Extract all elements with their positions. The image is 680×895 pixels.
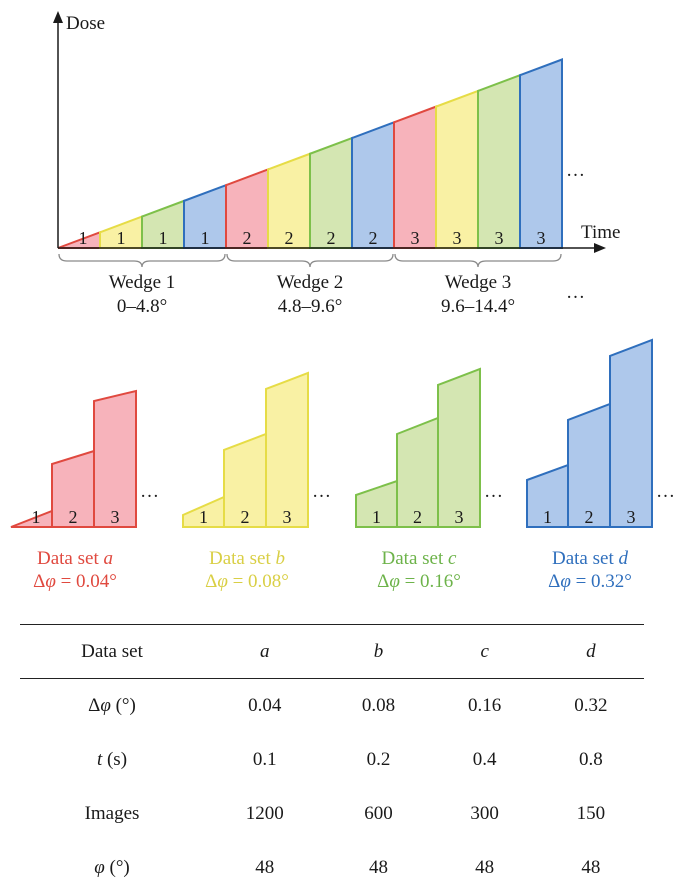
dataset-label: Data set d: [552, 548, 628, 569]
table-cell: 0.16: [468, 694, 502, 716]
dataset-segment-number: 2: [241, 507, 250, 527]
segment-number-label: 2: [327, 228, 336, 248]
table-cell: 0.2: [366, 748, 391, 770]
dataset-segment-number: 1: [32, 507, 41, 527]
table-cell: 300: [470, 802, 499, 824]
table-row: t (s) 0.1 0.2 0.4 0.8: [20, 733, 644, 787]
dataset-segment-number: 3: [283, 507, 292, 527]
table-cell: 150: [576, 802, 606, 824]
dataset-ellipsis: …: [656, 481, 675, 502]
wedge-segment: [435, 89, 479, 249]
dataset-panel-d: 1 2 3 … Data set dΔφ = 0.32°: [526, 338, 675, 592]
segment-number-label: 1: [79, 228, 88, 248]
table-cell: 48: [581, 856, 601, 878]
dataset-delta-phi: Δφ = 0.16°: [377, 571, 461, 592]
dataset-ellipsis: …: [312, 481, 331, 502]
wedge-braces: Wedge 1 0–4.8° Wedge 2 4.8–9.6° Wedge 3 9.6–1…: [58, 253, 562, 317]
dataset-segment-number: 1: [199, 507, 208, 527]
top-ellipsis: …: [566, 160, 585, 181]
dataset-segment-number: 3: [455, 507, 464, 527]
table-cell: 0.1: [252, 748, 277, 770]
dataset-panel-b: 1 2 3 … Data set bΔφ = 0.08°: [182, 371, 331, 592]
table-cell: 0.32: [574, 694, 608, 716]
wedge-labels-ellipsis: …: [566, 282, 585, 303]
dataset-segment-number: 2: [413, 507, 422, 527]
wedge-range-label: 0–4.8°: [117, 296, 167, 317]
dataset-ellipsis: …: [140, 481, 159, 502]
segment-number-label: 2: [285, 228, 294, 248]
wedge-brace: [394, 253, 562, 268]
table-header-col: c: [480, 640, 489, 662]
table-row: Images 1200 600 300 150: [20, 787, 644, 841]
segment-number-label: 3: [537, 228, 546, 248]
table-cell: 0.8: [579, 748, 603, 770]
dataset-panel-a: 1 2 3 … Data set aΔφ = 0.04°: [10, 389, 159, 592]
wedge-segments: 1 1 1 1 2 2 2 2 3 3 3 3: [57, 58, 563, 249]
segment-number-label: 1: [201, 228, 210, 248]
segment-number-label: 1: [117, 228, 126, 248]
dataset-delta-phi: Δφ = 0.32°: [548, 571, 632, 592]
table-header-label: Data set: [81, 640, 143, 662]
segment-number-label: 3: [453, 228, 462, 248]
wedge-brace: [226, 253, 394, 268]
dataset-panels: 1 2 3…Data set aΔφ = 0.04°1 2 3…Data set bΔφ…: [10, 338, 675, 592]
table-cell: 48: [368, 856, 388, 878]
wedge-segment: [519, 58, 563, 249]
table-row: Δφ (°) 0.04 0.08 0.16 0.32: [20, 679, 644, 733]
dataset-segment-number: 1: [543, 507, 552, 527]
wedge-name-label: Wedge 3: [445, 272, 512, 293]
wedge-range-label: 4.8–9.6°: [278, 296, 343, 317]
segment-number-label: 1: [159, 228, 168, 248]
dataset-delta-phi: Δφ = 0.04°: [33, 571, 117, 592]
dataset-segment-number: 3: [627, 507, 636, 527]
wedge-name-label: Wedge 1: [109, 272, 176, 293]
segment-number-label: 2: [369, 228, 378, 248]
row-label: Images: [84, 802, 140, 824]
dataset-segment-number: 2: [585, 507, 594, 527]
dataset-label: Data set c: [382, 548, 457, 569]
table-header-col: d: [586, 640, 596, 662]
dataset-label: Data set b: [209, 548, 285, 569]
segment-number-label: 3: [495, 228, 504, 248]
dataset-segment-number: 2: [69, 507, 78, 527]
wedge-segment: [393, 105, 437, 249]
dose-time-panel: 1 1 1 1 2 2 2 2 3 3 3 3 Dose Time … … Wedge 1 0–4.8°…: [53, 11, 620, 317]
table-row: φ (°) 48 48 48 48: [20, 841, 644, 895]
segment-number-label: 3: [411, 228, 420, 248]
dataset-panel-c: 1 2 3 … Data set cΔφ = 0.16°: [355, 367, 503, 592]
dataset-segment: [609, 338, 653, 528]
wedge-segment: [477, 73, 521, 249]
dataset-delta-phi: Δφ = 0.08°: [205, 571, 289, 592]
dataset-label: Data set a: [37, 548, 113, 569]
segment-number-label: 2: [243, 228, 252, 248]
table-cell: 1200: [245, 802, 284, 824]
dose-axis-arrowhead: [53, 11, 63, 23]
wedge-range-label: 9.6–14.4°: [441, 296, 515, 317]
dataset-segment-number: 3: [111, 507, 120, 527]
table-header-col: b: [373, 640, 384, 662]
row-label: φ (°): [94, 856, 130, 878]
dataset-ellipsis: …: [484, 481, 503, 502]
dataset-segment-number: 1: [372, 507, 381, 527]
wedge-brace: [58, 253, 226, 268]
table-cell: 0.4: [472, 748, 497, 770]
time-axis-arrowhead: [594, 243, 606, 253]
dose-axis-label: Dose: [66, 13, 105, 34]
table-cell: 48: [255, 856, 275, 878]
dataset-segment: [437, 367, 481, 528]
time-axis-label: Time: [581, 222, 620, 243]
table-header-col: a: [259, 640, 270, 662]
table-cell: 0.04: [248, 694, 282, 716]
dataset-table: Data set a b c d Δφ (°) 0.04 0.08 0.16 0…: [20, 624, 644, 895]
row-label: Δφ (°): [88, 694, 136, 716]
table-cell: 600: [364, 802, 393, 824]
table-cell: 0.08: [361, 694, 396, 716]
table-cell: 48: [475, 856, 495, 878]
dataset-segment: [265, 371, 309, 528]
dose-wedge-diagram: 1 1 1 1 2 2 2 2 3 3 3 3 Dose Time … … Wedge 1 0–4.8°…: [10, 11, 675, 592]
table-header-row: Data set a b c d: [20, 625, 644, 679]
wedge-name-label: Wedge 2: [277, 272, 344, 293]
row-label: t (s): [96, 748, 128, 770]
